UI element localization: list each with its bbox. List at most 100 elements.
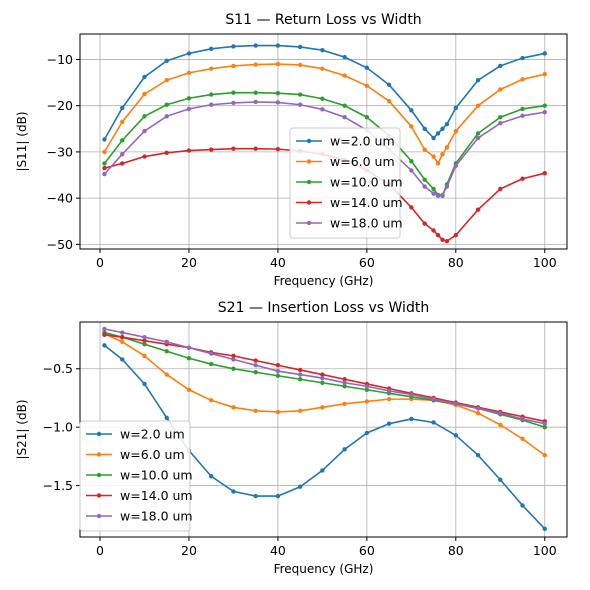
data-point <box>431 396 436 402</box>
data-point <box>444 184 450 189</box>
data-point <box>453 433 459 438</box>
data-point <box>498 410 503 416</box>
data-point <box>320 96 325 101</box>
data-point <box>253 408 258 414</box>
data-point <box>142 74 147 80</box>
data-point <box>275 409 281 415</box>
axes-frame <box>79 33 568 250</box>
data-point <box>342 447 347 452</box>
data-point <box>102 171 107 177</box>
legend-label: w=2.0 um <box>330 134 395 149</box>
data-point <box>435 232 441 238</box>
data-point <box>209 361 214 367</box>
data-point <box>342 401 347 406</box>
x-axis-label: Frequency (GHz) <box>274 562 374 576</box>
data-point <box>120 357 125 362</box>
data-point <box>297 484 303 489</box>
data-point <box>164 349 169 354</box>
data-point <box>475 78 481 83</box>
data-point <box>102 332 107 338</box>
data-point <box>364 115 370 120</box>
data-point <box>231 405 236 410</box>
data-point <box>453 232 459 238</box>
data-point <box>342 384 347 389</box>
data-point <box>297 92 303 97</box>
data-point <box>275 61 281 67</box>
data-point <box>475 131 481 136</box>
data-point <box>320 375 325 381</box>
legend: w=2.0 um w=6.0 um w=10.0 um w=14.0 um w=18.0… <box>289 127 403 239</box>
legend-label: w=6.0 um <box>120 447 185 462</box>
data-point <box>209 398 214 403</box>
data-point <box>520 176 525 181</box>
data-point <box>275 373 281 378</box>
data-point <box>435 131 441 136</box>
data-point <box>409 124 414 129</box>
data-point <box>342 54 347 60</box>
data-point <box>275 363 281 368</box>
data-point <box>409 392 414 397</box>
data-point <box>444 121 450 127</box>
data-point <box>253 370 258 375</box>
data-point <box>542 51 547 56</box>
data-point <box>186 148 192 153</box>
data-point <box>209 102 214 107</box>
data-point <box>231 146 236 151</box>
x-tick-label: 0 <box>96 255 104 270</box>
y-tick-label: −30 <box>47 144 73 159</box>
data-point <box>253 43 258 48</box>
data-point <box>275 90 281 96</box>
x-tick-label: 40 <box>270 255 286 270</box>
data-point <box>209 474 214 479</box>
data-point <box>231 353 236 359</box>
data-point <box>475 207 481 212</box>
data-point <box>542 72 547 77</box>
data-point <box>453 401 459 406</box>
data-point <box>386 388 392 394</box>
legend-box <box>79 420 191 532</box>
data-point <box>253 363 258 368</box>
data-point <box>520 436 525 442</box>
data-point <box>209 92 214 97</box>
data-point <box>320 405 325 410</box>
y-tick-label: −10 <box>47 52 73 67</box>
data-point <box>520 416 525 422</box>
data-point <box>209 351 214 356</box>
data-point <box>164 372 169 377</box>
data-point <box>231 63 236 69</box>
legend-box <box>289 127 401 239</box>
data-point <box>342 73 347 78</box>
data-point <box>520 55 525 61</box>
data-point <box>164 150 169 156</box>
data-point <box>435 193 441 199</box>
data-point <box>542 103 547 108</box>
data-point <box>475 453 481 458</box>
legend-swatch-marker <box>96 472 102 478</box>
data-point <box>364 430 370 436</box>
data-point <box>120 152 125 157</box>
legend-label: w=10.0 um <box>120 468 193 483</box>
data-point <box>120 105 125 111</box>
y-tick-label: −20 <box>47 98 73 113</box>
data-point <box>102 326 107 332</box>
data-point <box>231 366 236 371</box>
y-tick-label: −1.0 <box>43 420 73 435</box>
data-point <box>275 43 281 48</box>
legend-label: w=18.0 um <box>330 216 403 231</box>
data-point <box>431 186 436 192</box>
legend-swatch-marker <box>306 159 312 164</box>
data-point <box>253 62 258 67</box>
data-point <box>142 334 147 340</box>
data-point <box>297 372 303 377</box>
data-point <box>498 422 503 428</box>
data-point <box>409 158 414 164</box>
data-point <box>431 154 436 159</box>
y-tick-label: −0.5 <box>43 361 73 376</box>
data-point <box>297 408 303 414</box>
data-point <box>422 126 427 131</box>
data-point <box>275 100 281 105</box>
data-point <box>320 107 325 112</box>
data-point <box>253 90 258 95</box>
data-point <box>444 145 450 150</box>
data-point <box>186 387 192 392</box>
